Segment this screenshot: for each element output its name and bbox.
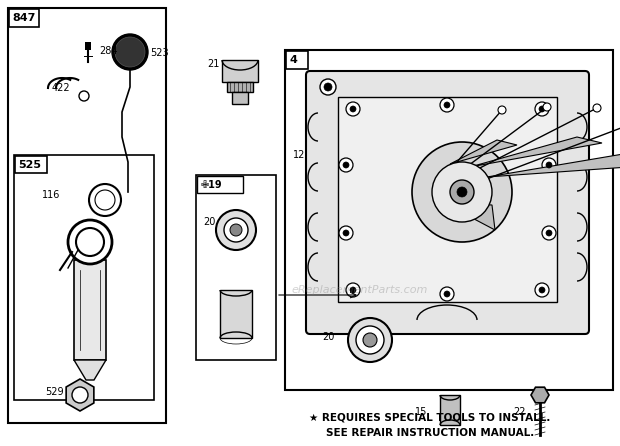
Circle shape [542,226,556,240]
Text: 21: 21 [207,59,219,69]
Circle shape [444,102,450,108]
Text: 12: 12 [293,150,306,160]
Circle shape [343,230,349,236]
Text: 20: 20 [203,217,215,227]
Polygon shape [450,140,517,164]
Text: 116: 116 [42,190,60,200]
Bar [74,260,106,360]
Text: SEE REPAIR INSTRUCTION MANUAL.: SEE REPAIR INSTRUCTION MANUAL. [326,428,534,438]
Circle shape [79,91,89,101]
Circle shape [444,291,450,297]
Circle shape [76,228,104,256]
Bar [8,8,166,423]
Bar [220,290,252,338]
Polygon shape [66,379,94,411]
Circle shape [324,83,332,91]
Circle shape [68,220,112,264]
Circle shape [346,283,360,297]
Text: 523: 523 [150,48,169,58]
Text: 529: 529 [45,387,64,397]
Circle shape [95,190,115,210]
Circle shape [543,103,551,111]
Bar [232,92,248,104]
Circle shape [440,98,454,112]
Circle shape [350,106,356,112]
Circle shape [115,37,145,67]
Circle shape [230,224,242,236]
Circle shape [89,184,121,216]
Text: 525: 525 [18,160,41,170]
Bar [286,51,308,69]
Circle shape [546,162,552,168]
Circle shape [440,287,454,301]
Circle shape [320,79,336,95]
Text: 20: 20 [322,332,334,342]
Text: 847: 847 [12,13,35,23]
Bar [9,9,39,27]
Polygon shape [470,137,602,167]
Text: 284: 284 [99,46,118,56]
Bar [338,97,557,302]
FancyBboxPatch shape [306,71,589,334]
Circle shape [224,218,248,242]
Circle shape [348,318,392,362]
Bar [285,50,613,390]
Circle shape [350,287,356,293]
Text: ★ REQUIRES SPECIAL TOOLS TO INSTALL.: ★ REQUIRES SPECIAL TOOLS TO INSTALL. [309,413,551,423]
Circle shape [546,230,552,236]
Circle shape [498,106,506,114]
Polygon shape [442,202,495,230]
Circle shape [339,158,353,172]
Bar [440,395,460,425]
Text: eReplacementParts.com: eReplacementParts.com [292,285,428,295]
Circle shape [450,180,474,204]
Circle shape [457,187,467,197]
Bar [15,156,47,173]
Bar [222,60,258,82]
Bar [85,42,91,50]
Circle shape [535,102,549,116]
Circle shape [356,326,384,354]
Circle shape [343,162,349,168]
Circle shape [339,226,353,240]
Circle shape [539,106,545,112]
Text: 22: 22 [513,407,526,417]
Text: 422: 422 [52,83,71,93]
Circle shape [216,210,256,250]
Polygon shape [487,150,620,177]
Polygon shape [74,360,106,380]
Text: 15: 15 [415,407,427,417]
Bar [227,82,253,92]
Circle shape [432,162,492,222]
Circle shape [542,158,556,172]
Circle shape [593,104,601,112]
Circle shape [363,333,377,347]
Text: ✙19: ✙19 [200,180,221,190]
Circle shape [112,34,148,70]
Circle shape [539,287,545,293]
Circle shape [412,142,512,242]
Bar [197,176,243,193]
Circle shape [535,283,549,297]
Circle shape [346,102,360,116]
Bar [196,175,276,360]
Text: 4: 4 [289,55,297,65]
Circle shape [72,387,88,403]
Polygon shape [531,387,549,403]
Bar [14,155,154,400]
